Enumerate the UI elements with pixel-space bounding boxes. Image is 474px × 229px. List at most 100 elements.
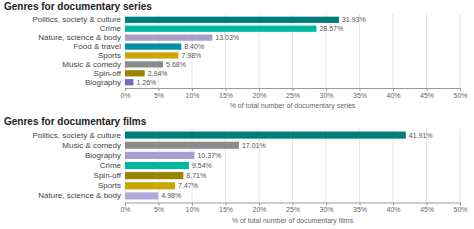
- y-tick: Food & travel: [73, 42, 125, 51]
- x-tick: 20%: [252, 88, 266, 99]
- x-tick-mark: [326, 88, 327, 91]
- grid-line: [259, 129, 260, 203]
- x-axis-title: % of total number of documentary films: [232, 217, 354, 225]
- x-tick-label: 15%: [219, 92, 233, 99]
- grid-line: [460, 14, 461, 88]
- x-tick-mark: [125, 88, 126, 91]
- data-label: 1.26%: [136, 79, 156, 86]
- y-tick: Nature, science & body: [38, 191, 125, 200]
- y-tick-label: Spin-off: [94, 69, 122, 78]
- bar: [125, 61, 163, 67]
- x-tick-label: 20%: [252, 92, 266, 99]
- bar: [125, 152, 194, 159]
- bar: [125, 43, 181, 49]
- y-tick-label: Nature, science & body: [38, 33, 121, 42]
- data-label: 28.57%: [319, 25, 343, 32]
- x-tick: 30%: [319, 203, 333, 214]
- grid-line: [158, 14, 159, 88]
- y-tick-label: Politics, society & culture: [33, 15, 122, 24]
- x-tick-label: 15%: [219, 206, 233, 213]
- x-axis: 0%5%10%15%20%25%30%35%40%45%50%: [120, 88, 467, 99]
- x-axis-line: [126, 203, 461, 206]
- x-tick-label: 50%: [453, 206, 467, 213]
- bar: [125, 142, 239, 149]
- y-tick: Spin-off: [94, 69, 125, 78]
- x-tick-mark: [460, 88, 461, 91]
- x-tick-mark: [226, 88, 227, 91]
- x-tick: 20%: [252, 203, 266, 214]
- x-tick: 30%: [319, 88, 333, 99]
- x-tick: 50%: [453, 88, 467, 99]
- data-label: 2.94%: [148, 70, 168, 77]
- x-tick-label: 20%: [252, 206, 266, 213]
- x-tick-label: 0%: [120, 206, 130, 213]
- chart-title: Genres for documentary series: [4, 1, 152, 12]
- y-tick: Music & comedy: [62, 141, 125, 150]
- bar: [125, 26, 316, 32]
- bar: [125, 192, 158, 199]
- data-label: 10.37%: [197, 152, 221, 159]
- bars: [125, 132, 406, 200]
- x-tick: 35%: [353, 88, 367, 99]
- x-tick-label: 25%: [286, 92, 300, 99]
- grid-line: [426, 129, 427, 203]
- grid-line: [359, 129, 360, 203]
- grid: [125, 129, 460, 203]
- bar: [125, 79, 133, 85]
- x-tick-label: 25%: [286, 206, 300, 213]
- chart-panel: Genres for documentary series 31.93% 28.57…: [4, 1, 468, 110]
- x-tick-mark: [226, 203, 227, 206]
- grid-line: [259, 14, 260, 88]
- data-label: 41.91%: [409, 132, 433, 139]
- bar: [125, 182, 175, 189]
- x-tick: 40%: [386, 88, 400, 99]
- x-tick: 40%: [386, 203, 400, 214]
- x-tick-mark: [293, 88, 294, 91]
- data-label: 8.40%: [184, 43, 204, 50]
- x-tick: 35%: [353, 203, 367, 214]
- x-tick-label: 30%: [319, 206, 333, 213]
- y-tick: Music & comedy: [62, 60, 125, 69]
- x-tick-label: 45%: [420, 92, 434, 99]
- x-tick: 45%: [420, 203, 434, 214]
- chart-panel: Genres for documentary films41.91%17.01%…: [4, 116, 468, 225]
- x-tick: 5%: [154, 203, 164, 214]
- bar: [125, 52, 178, 58]
- chart-svg: Genres for documentary series 31.93% 28.57…: [0, 0, 474, 229]
- data-label: 31.93%: [342, 16, 366, 23]
- x-tick-label: 40%: [386, 206, 400, 213]
- x-tick-mark: [427, 203, 428, 206]
- x-tick-mark: [293, 203, 294, 206]
- data-labels: 31.93% 28.57% 13.03% 8.40% 7.98% 5.68% 2.94% 1.…: [136, 16, 365, 85]
- x-tick-label: 10%: [185, 206, 199, 213]
- y-axis: Politics, society & cultureCrimeNature, …: [33, 15, 125, 86]
- y-tick-label: Sports: [98, 181, 121, 190]
- x-tick: 25%: [286, 88, 300, 99]
- x-tick-mark: [460, 203, 461, 206]
- x-tick-mark: [192, 88, 193, 91]
- data-label: 13.03%: [215, 34, 239, 41]
- x-tick-mark: [259, 203, 260, 206]
- x-tick: 15%: [219, 88, 233, 99]
- x-tick-mark: [259, 88, 260, 91]
- x-tick: 10%: [185, 88, 199, 99]
- data-label: 4.98%: [161, 192, 181, 199]
- x-tick-mark: [393, 203, 394, 206]
- y-tick: Spin-off: [94, 171, 125, 180]
- y-tick-label: Crime: [100, 161, 122, 170]
- x-tick-mark: [192, 203, 193, 206]
- x-tick-label: 30%: [319, 92, 333, 99]
- grid-line: [359, 14, 360, 88]
- x-tick-mark: [360, 88, 361, 91]
- grid-line: [393, 14, 394, 88]
- data-label: 7.98%: [181, 52, 201, 59]
- y-tick-label: Biography: [85, 151, 121, 160]
- x-axis-title: % of total number of documentary series: [230, 102, 356, 110]
- x-tick: 25%: [286, 203, 300, 214]
- bar: [125, 172, 183, 179]
- chart-title: Genres for documentary films: [4, 116, 147, 127]
- data-label: 5.68%: [166, 61, 186, 68]
- data-label: 8.71%: [186, 172, 206, 179]
- x-tick-mark: [360, 203, 361, 206]
- y-tick-label: Biography: [85, 78, 121, 87]
